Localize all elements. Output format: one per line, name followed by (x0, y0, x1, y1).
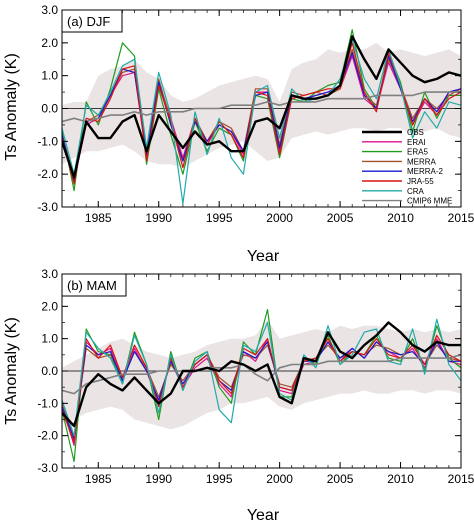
x-tick-label: 1990 (145, 472, 172, 486)
y-tick-label: 1.0 (41, 69, 58, 83)
legend-label: OBS (407, 128, 424, 137)
legend-label: ERA5 (407, 148, 428, 157)
y-tick-label: -3.0 (37, 200, 58, 214)
y-tick-label: 2.0 (41, 36, 58, 50)
legend-label: MERRA (407, 157, 437, 166)
x-tick-label: 2005 (327, 211, 354, 225)
x-tick-label: 2000 (266, 472, 293, 486)
y-tick-label: -3.0 (37, 461, 58, 475)
plot-area (62, 29, 461, 205)
panel-label: (b) MAM (67, 278, 117, 293)
plot-area (62, 309, 461, 463)
y-tick-label: 0.0 (41, 102, 58, 116)
series-line-merra-2 (62, 341, 461, 440)
x-axis-title-bottom: Year (247, 507, 280, 523)
y-tick-label: -2.0 (37, 167, 58, 181)
series-line-obs (62, 35, 461, 179)
panel-label: (a) DJF (67, 14, 110, 29)
y-tick-label: 3.0 (41, 3, 58, 17)
series-line-obs (62, 321, 461, 428)
y-tick-label: 2.0 (41, 299, 58, 313)
x-tick-label: 2010 (387, 211, 414, 225)
panel-djf: 1985 1990 1995 2000 2005 2010 2015 -3.0 -2.0 -1.0… (37, 3, 474, 225)
x-tick-label: 1985 (85, 472, 112, 486)
x-tick-label: 2010 (387, 472, 414, 486)
legend-label: CMIP6 MME (407, 197, 452, 206)
series-line-cmip6-mme (62, 354, 461, 395)
legend-label: CRA (407, 187, 425, 196)
y-tick-label: -1.0 (37, 134, 58, 148)
panel-label-box (61, 9, 123, 33)
y-tick-label: -1.0 (37, 396, 58, 410)
x-tick-label: 2000 (266, 211, 293, 225)
legend-label: MERRA-2 (407, 167, 444, 176)
panel-label-box (61, 273, 127, 297)
series-line-erai (62, 55, 461, 182)
y-tick-label: 0.0 (41, 364, 58, 378)
y-tick-label: 1.0 (41, 332, 58, 346)
x-tick-label: 2015 (448, 472, 474, 486)
legend-label: JRA-55 (407, 177, 434, 186)
series-line-merra (62, 344, 461, 437)
x-tick-label: 1995 (206, 211, 233, 225)
y-tick-label: 3.0 (41, 267, 58, 281)
x-tick-label: 2015 (448, 211, 474, 225)
x-axis-title-top: Year (247, 248, 280, 265)
y-axis-title-top: Ts Anomaly (K) (3, 53, 20, 161)
series-line-cmip6-mme (62, 91, 461, 123)
panel-mam: 1985 1990 1995 2000 2005 2010 2015 -3.0 -2.0 -1.0… (37, 267, 474, 486)
series-line-cra (62, 318, 461, 437)
legend-label: ERAI (407, 138, 426, 147)
y-axis-title-bottom: Ts Anomaly (K) (3, 317, 20, 425)
x-tick-label: 2005 (327, 472, 354, 486)
x-tick-label: 1990 (145, 211, 172, 225)
series-line-cra (62, 38, 461, 205)
x-tick-label: 1985 (85, 211, 112, 225)
x-tick-label: 1995 (206, 472, 233, 486)
y-tick-label: -2.0 (37, 429, 58, 443)
